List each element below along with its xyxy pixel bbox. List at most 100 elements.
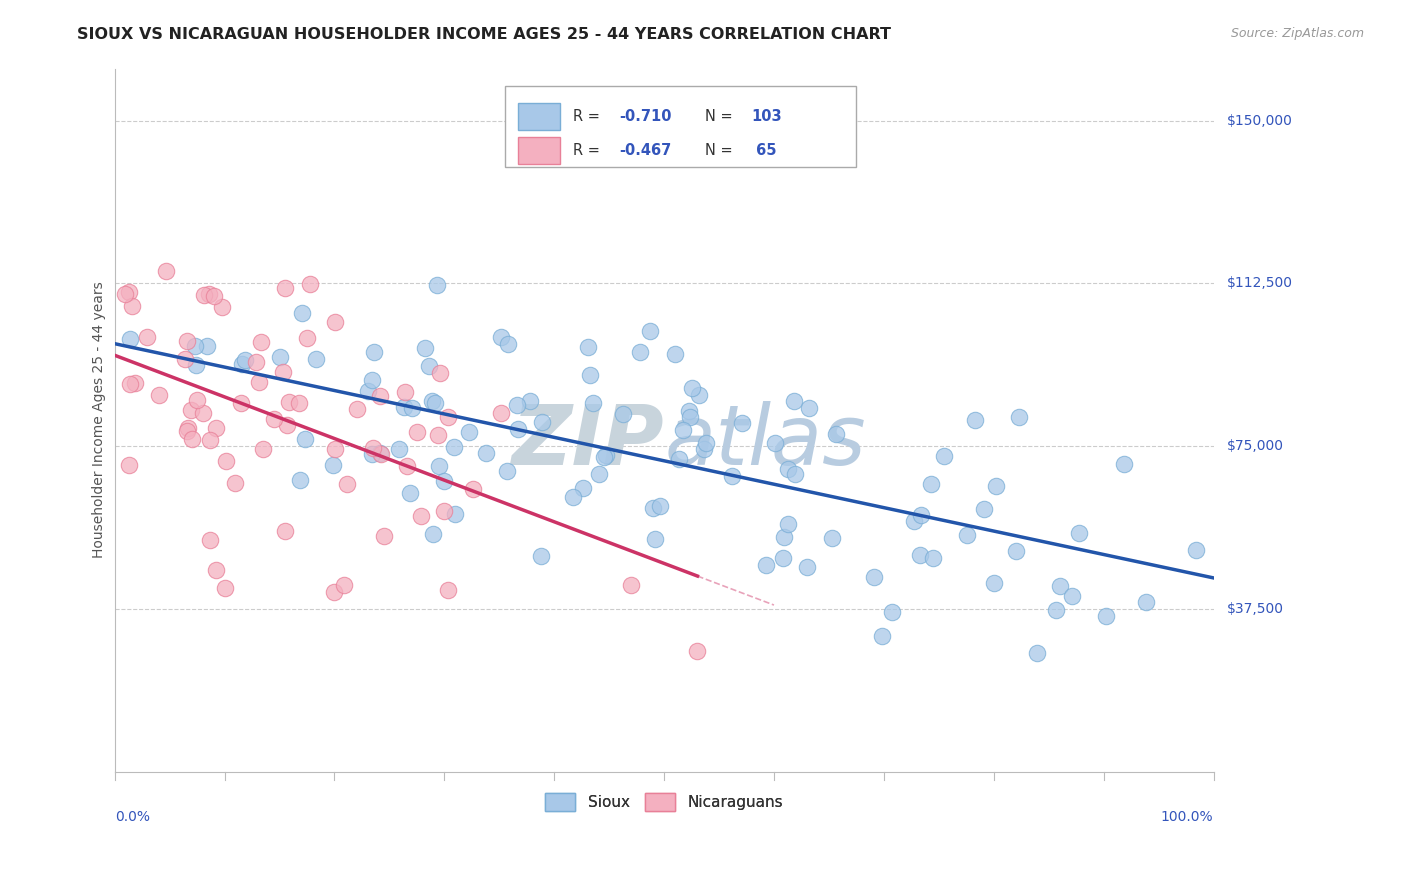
Text: $75,000: $75,000 bbox=[1226, 439, 1284, 453]
Point bbox=[1185, 542, 1208, 557]
Point bbox=[233, 352, 256, 367]
Point bbox=[401, 401, 423, 416]
Point bbox=[638, 324, 661, 338]
Point bbox=[582, 396, 605, 410]
Point bbox=[1114, 457, 1136, 471]
Point bbox=[672, 423, 695, 437]
Text: $150,000: $150,000 bbox=[1226, 113, 1292, 128]
Point bbox=[177, 421, 200, 435]
Point bbox=[920, 477, 942, 491]
Text: atlas: atlas bbox=[664, 401, 866, 482]
Text: Source: ZipAtlas.com: Source: ZipAtlas.com bbox=[1230, 27, 1364, 40]
Point bbox=[231, 358, 253, 372]
Point bbox=[195, 339, 218, 353]
Y-axis label: Householder Income Ages 25 - 44 years: Householder Income Ages 25 - 44 years bbox=[93, 282, 107, 558]
Point bbox=[249, 335, 271, 350]
Point bbox=[1067, 525, 1090, 540]
Text: R =: R = bbox=[572, 144, 605, 158]
Point bbox=[763, 436, 786, 450]
Point bbox=[433, 474, 456, 488]
Point bbox=[531, 415, 554, 429]
Point bbox=[180, 402, 202, 417]
Point bbox=[305, 351, 328, 366]
Point bbox=[648, 499, 671, 513]
Bar bbox=[517, 137, 560, 164]
Point bbox=[429, 366, 451, 380]
Text: 0.0%: 0.0% bbox=[115, 810, 149, 824]
Point bbox=[396, 458, 419, 473]
Point bbox=[252, 442, 274, 457]
Point bbox=[561, 490, 583, 504]
Point bbox=[664, 346, 686, 360]
Point bbox=[458, 425, 481, 439]
Point bbox=[427, 427, 450, 442]
Point bbox=[668, 452, 690, 467]
Point bbox=[984, 478, 1007, 492]
Point bbox=[155, 264, 177, 278]
Point bbox=[620, 578, 643, 592]
Point bbox=[433, 504, 456, 518]
Point bbox=[278, 394, 301, 409]
Point bbox=[413, 341, 436, 355]
Point bbox=[184, 339, 207, 353]
Text: 100.0%: 100.0% bbox=[1161, 810, 1213, 824]
Point bbox=[489, 406, 512, 420]
Point bbox=[323, 585, 346, 599]
Point bbox=[394, 385, 416, 400]
Point bbox=[211, 301, 233, 315]
Point bbox=[200, 533, 222, 547]
Point bbox=[198, 287, 221, 301]
Point bbox=[193, 406, 215, 420]
Text: ZIP: ZIP bbox=[512, 401, 664, 482]
Text: N =: N = bbox=[704, 144, 737, 158]
Text: R =: R = bbox=[572, 110, 605, 124]
Point bbox=[323, 315, 346, 329]
Point bbox=[934, 449, 956, 463]
Point bbox=[298, 277, 321, 291]
Point bbox=[181, 432, 204, 446]
Point bbox=[174, 351, 197, 366]
Point bbox=[198, 433, 221, 447]
Point bbox=[176, 425, 198, 439]
Text: $112,500: $112,500 bbox=[1226, 277, 1292, 291]
Point bbox=[387, 442, 409, 456]
Point bbox=[686, 643, 709, 657]
Point bbox=[295, 331, 318, 345]
Point bbox=[368, 446, 391, 460]
Point bbox=[271, 365, 294, 379]
Point bbox=[118, 333, 141, 347]
Point bbox=[641, 501, 664, 516]
Point bbox=[214, 581, 236, 595]
Point bbox=[269, 350, 291, 364]
Point bbox=[731, 417, 754, 431]
Point bbox=[135, 330, 157, 344]
Point bbox=[688, 388, 710, 402]
Point bbox=[863, 569, 886, 583]
Point bbox=[576, 341, 599, 355]
Point bbox=[276, 417, 298, 432]
Point bbox=[176, 334, 198, 348]
Point bbox=[681, 381, 703, 395]
Point bbox=[245, 355, 267, 369]
Point bbox=[333, 578, 356, 592]
Point bbox=[360, 373, 382, 387]
Point bbox=[903, 514, 925, 528]
Point bbox=[443, 507, 465, 521]
Point bbox=[773, 530, 796, 544]
Point bbox=[436, 409, 458, 424]
Point bbox=[1025, 647, 1047, 661]
Point bbox=[692, 442, 714, 457]
Point bbox=[797, 401, 820, 415]
Point bbox=[427, 458, 450, 473]
Point bbox=[910, 508, 932, 523]
Point bbox=[186, 393, 208, 408]
Point bbox=[783, 467, 806, 482]
Point bbox=[880, 605, 903, 619]
Point bbox=[361, 441, 384, 455]
Point bbox=[148, 388, 170, 402]
Point bbox=[118, 285, 141, 299]
Point bbox=[1060, 589, 1083, 603]
Point bbox=[361, 447, 384, 461]
Text: SIOUX VS NICARAGUAN HOUSEHOLDER INCOME AGES 25 - 44 YEARS CORRELATION CHART: SIOUX VS NICARAGUAN HOUSEHOLDER INCOME A… bbox=[77, 27, 891, 42]
Point bbox=[322, 458, 344, 472]
